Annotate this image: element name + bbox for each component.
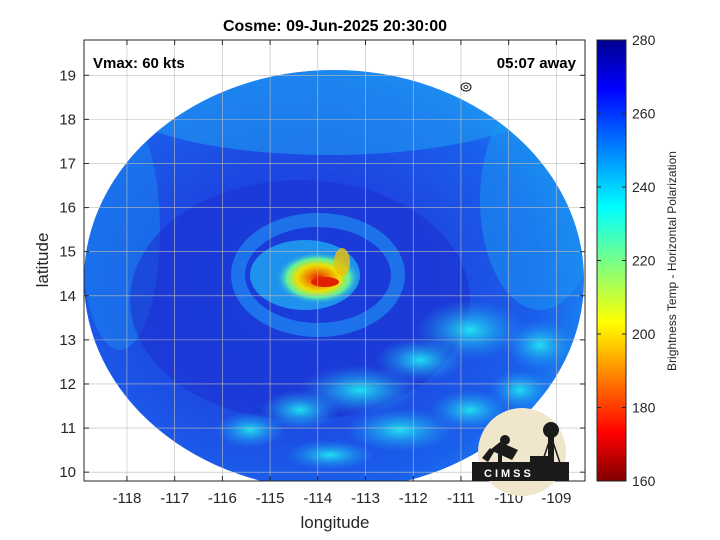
y-tick-label: 10 (59, 464, 76, 481)
swath-imagery (84, 70, 584, 481)
x-tick-label: -114 (303, 490, 332, 507)
colorbar-ticks: 160 180 200 220 240 260 280 (597, 32, 656, 489)
island-marker (460, 82, 472, 92)
y-tick-label: 18 (59, 111, 76, 128)
logo-tower-icon (530, 422, 563, 467)
plot-frame (83, 39, 586, 482)
x-tick-label: -118 (112, 490, 141, 507)
x-tick-label: -109 (541, 490, 571, 507)
colorbar-tick-label: 280 (632, 32, 656, 48)
y-tick-label: 12 (59, 376, 76, 393)
colorbar-tick-label: 160 (632, 473, 656, 489)
colorbar-tick-label: 260 (632, 106, 656, 122)
y-tick-label: 16 (59, 200, 76, 217)
logo-text: CIMSS (484, 468, 534, 480)
colorbar: 160 180 200 220 240 260 280 Brightness Temp - … (596, 32, 679, 489)
colorbar-tick-label: 220 (632, 253, 656, 269)
southern-convection (215, 300, 575, 470)
colorbar-tick-label: 240 (632, 179, 656, 195)
x-tick-label: -115 (256, 490, 285, 507)
gridlines (84, 40, 585, 481)
outer-band-top (110, 70, 550, 155)
time-away-label: 05:07 away (497, 55, 577, 72)
x-tick-label: -116 (208, 490, 237, 507)
colorbar-title: Brightness Temp - Horizontal Polarizatio… (665, 151, 679, 371)
vmax-label: Vmax: 60 kts (93, 55, 185, 72)
eyewall-warm (311, 277, 339, 287)
colorbar-tick-label: 180 (632, 400, 656, 416)
y-tick-label: 15 (59, 244, 76, 261)
y-tick-label: 14 (59, 288, 76, 305)
colorbar-gradient (596, 39, 627, 482)
x-tick-label: -117 (160, 490, 189, 507)
x-tick-label: -112 (399, 490, 428, 507)
y-tick-label: 19 (59, 67, 76, 84)
logo-dish-icon (482, 435, 518, 464)
plot-title: Cosme: 09-Jun-2025 20:30:00 (223, 18, 447, 35)
y-tick-label: 11 (60, 420, 76, 437)
y-tick-label: 13 (59, 332, 76, 349)
y-axis: 10 11 12 13 14 15 16 17 18 19 (59, 67, 585, 481)
colorbar-tick-label: 200 (632, 326, 656, 342)
y-tick-label: 17 (59, 155, 76, 172)
x-axis-title: longitude (300, 513, 369, 532)
y-axis-title: latitude (33, 233, 52, 288)
x-tick-label: -111 (447, 490, 475, 507)
core-arm (334, 248, 350, 276)
cimss-logo: CIMSS (472, 408, 569, 496)
x-tick-label: -113 (351, 490, 380, 507)
